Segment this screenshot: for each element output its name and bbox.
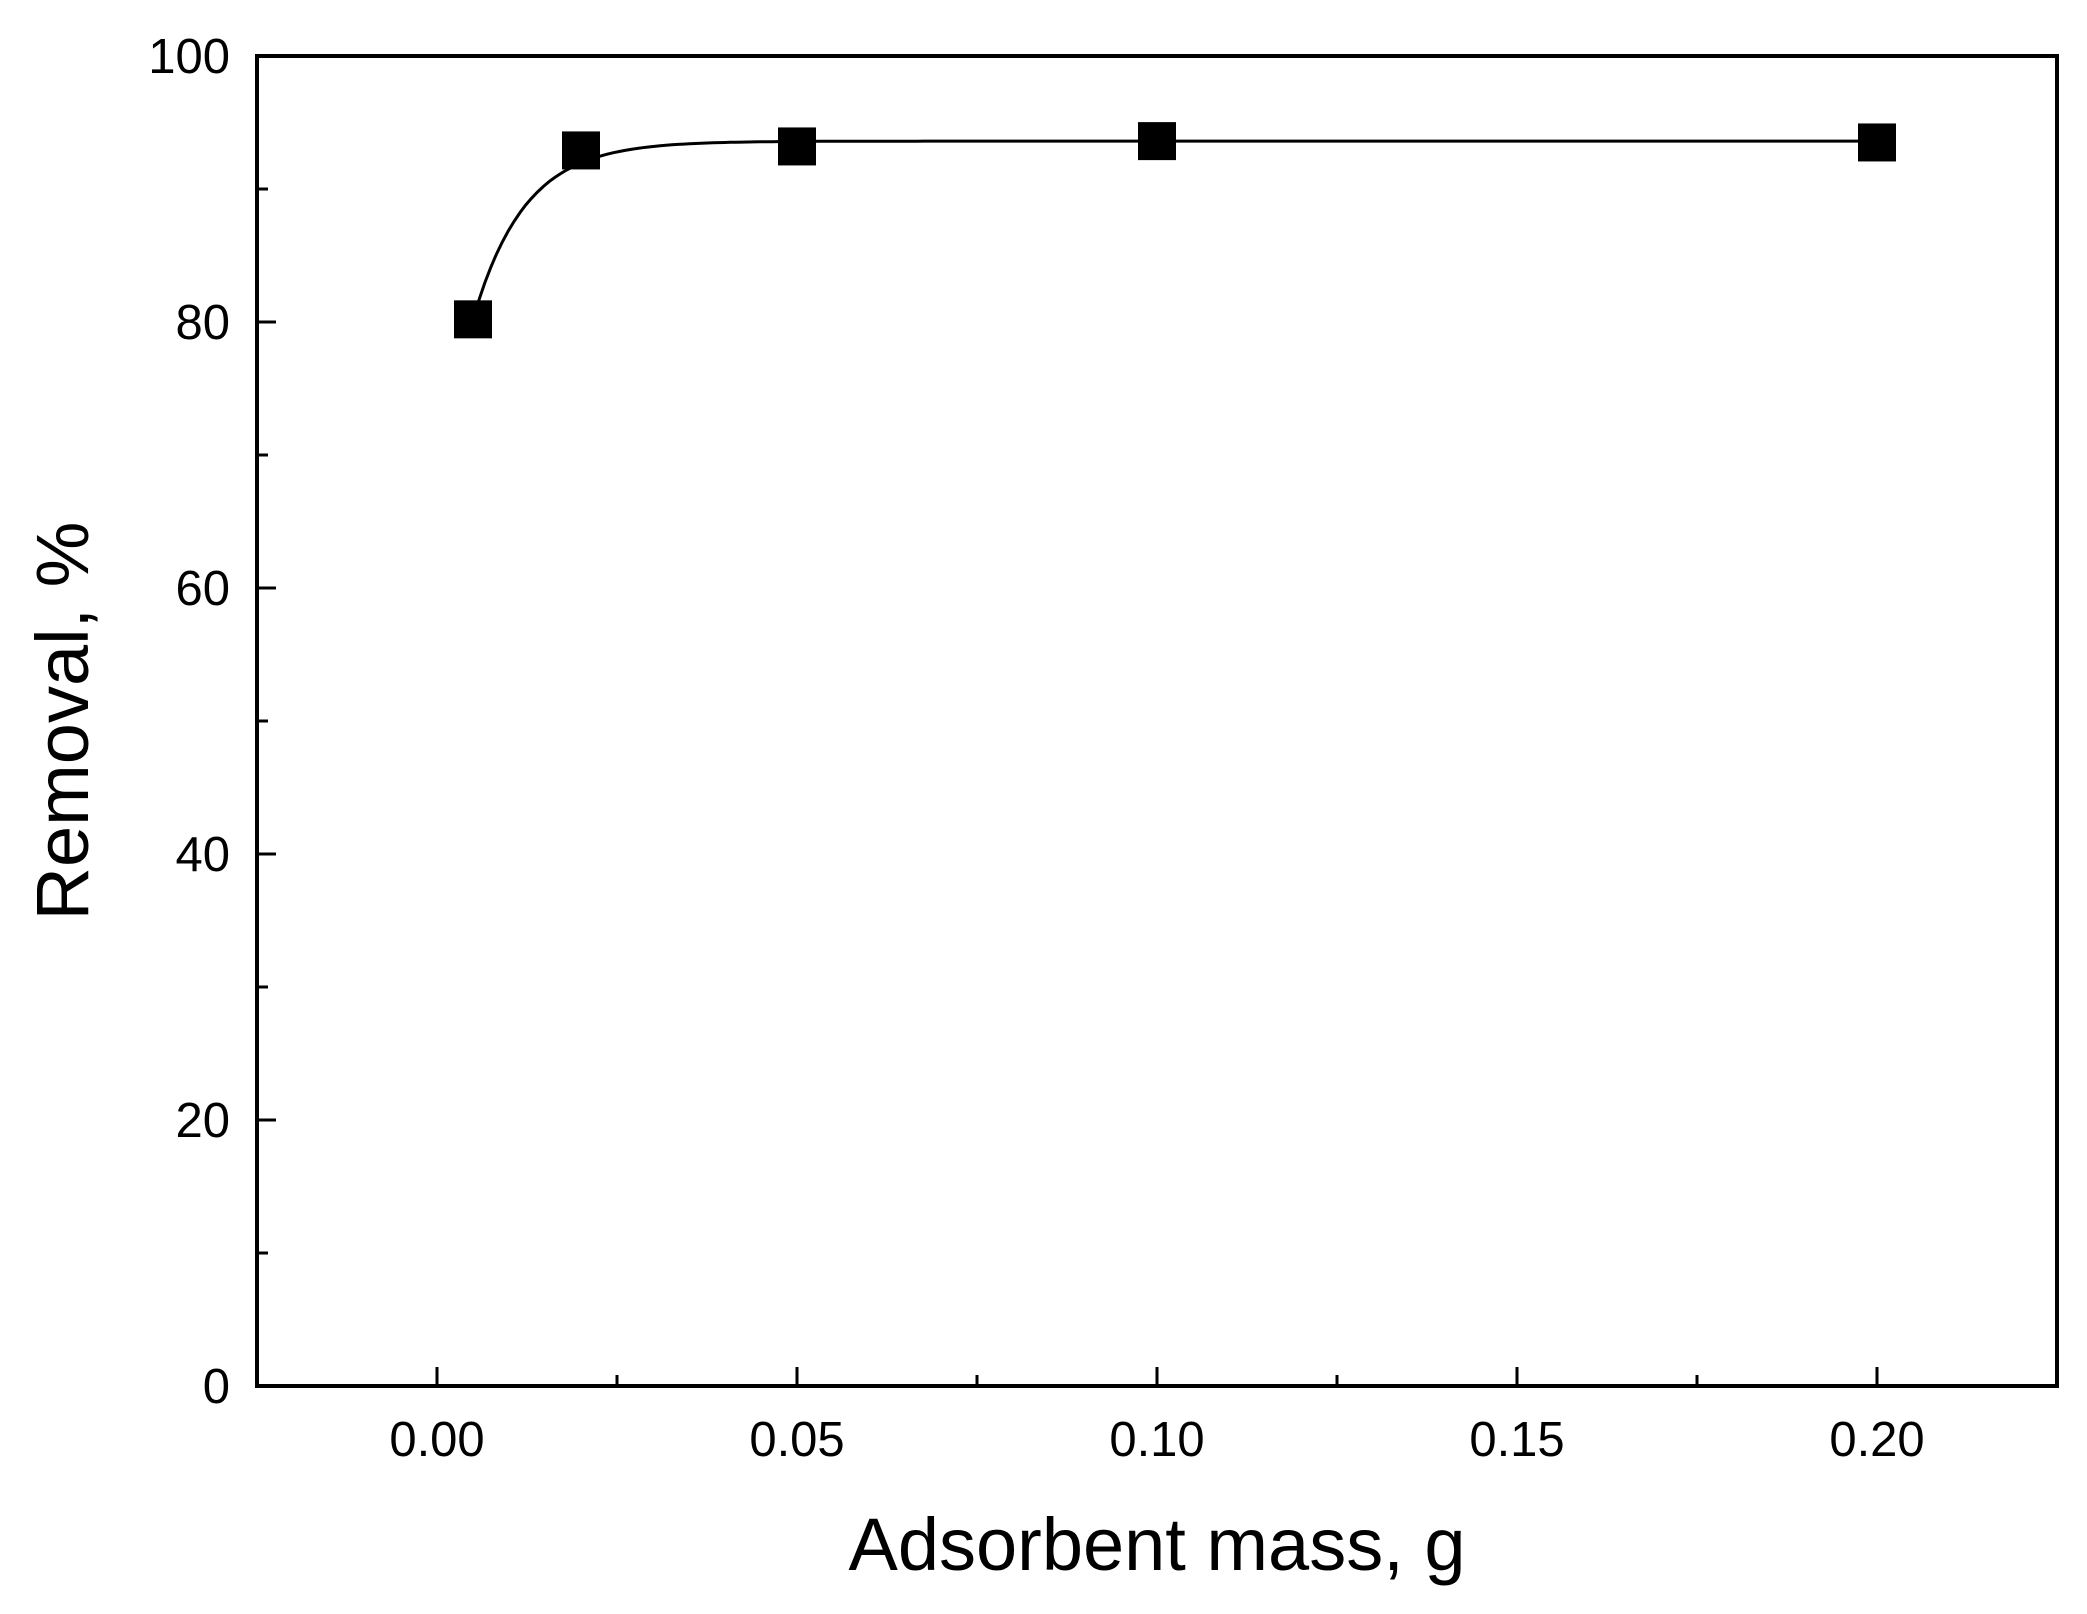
data-point-marker (1858, 123, 1896, 162)
y-tick-label: 100 (148, 30, 230, 84)
y-tick-label: 80 (175, 296, 230, 350)
y-tick-label: 40 (175, 828, 230, 882)
fit-curve (471, 139, 1877, 320)
y-axis-title: Removal, % (21, 522, 104, 921)
data-point-marker (1138, 122, 1176, 161)
data-point-marker (562, 131, 600, 170)
plot-frame (255, 54, 2059, 1388)
y-axis-ticks: 0 20 40 60 80 100 (148, 30, 276, 1414)
y-tick-label: 0 (203, 1360, 230, 1414)
y-tick-label: 60 (175, 562, 230, 616)
x-tick-label: 0.10 (1109, 1413, 1204, 1467)
x-axis-ticks: 0.00 0.05 0.10 0.15 0.20 (389, 1367, 1925, 1467)
x-tick-label: 0.00 (389, 1413, 484, 1467)
y-tick-label: 20 (175, 1094, 230, 1148)
x-tick-label: 0.05 (749, 1413, 844, 1467)
x-tick-label: 0.20 (1829, 1413, 1924, 1467)
x-axis-title: Adsorbent mass, g (849, 1503, 1466, 1586)
data-markers (454, 122, 1896, 339)
x-tick-label: 0.15 (1469, 1413, 1564, 1467)
data-point-marker (454, 300, 492, 339)
data-point-marker (778, 127, 816, 166)
